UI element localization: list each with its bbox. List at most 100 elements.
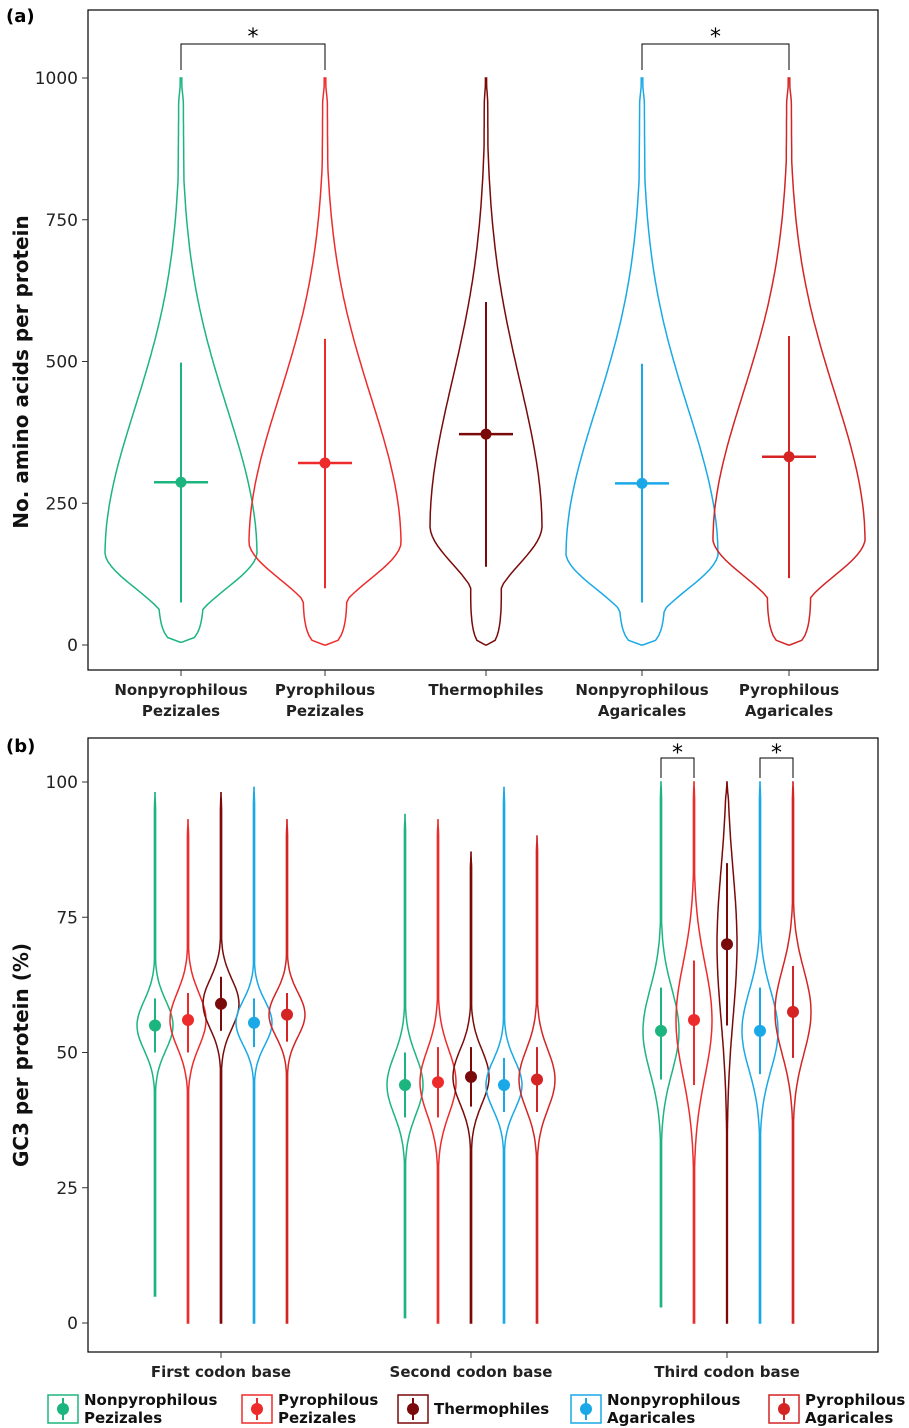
y-tick-label: 250 bbox=[46, 494, 78, 514]
y-tick-label: 50 bbox=[56, 1044, 78, 1064]
violin-3-group-1 bbox=[202, 792, 240, 1324]
median-point-1 bbox=[175, 476, 187, 488]
violin-3-group-2 bbox=[452, 851, 490, 1324]
violin-1-group-3 bbox=[642, 781, 680, 1308]
median-point-2 bbox=[319, 457, 331, 469]
x-category-label: Thermophiles bbox=[428, 681, 543, 699]
legend-key bbox=[47, 1394, 79, 1424]
panel-a-x-axis: Nonpyrophilous Pezizales Pyrophilous Peziza… bbox=[114, 670, 839, 720]
violin-5-group-2 bbox=[518, 835, 556, 1324]
significance-star: * bbox=[672, 741, 683, 766]
legend-label: Pezizales bbox=[84, 1409, 162, 1427]
panel-a-frame bbox=[87, 9, 879, 671]
median-point-5-group-1 bbox=[281, 1008, 293, 1021]
violin-4-group-3 bbox=[741, 781, 779, 1324]
x-category-label: Agaricales bbox=[598, 702, 686, 720]
panel-a-label: (a) bbox=[6, 6, 35, 27]
violin-2 bbox=[248, 77, 402, 646]
significance-bracket bbox=[759, 757, 794, 778]
legend-key-point bbox=[407, 1403, 419, 1415]
violin-1-group-1 bbox=[136, 792, 174, 1297]
median-point-4-group-1 bbox=[248, 1016, 260, 1029]
legend-label: Nonpyrophilous bbox=[84, 1391, 217, 1409]
legend-key bbox=[397, 1394, 429, 1424]
legend-key bbox=[768, 1394, 800, 1424]
significance-bracket bbox=[180, 43, 326, 70]
legend-label: Pyrophilous bbox=[278, 1391, 378, 1409]
violin-2-group-3 bbox=[675, 781, 713, 1324]
violin-4-group-1 bbox=[235, 786, 273, 1324]
legend: NonpyrophilousPezizalesPyrophilousPeziza… bbox=[47, 1391, 905, 1427]
y-tick-label: 1000 bbox=[35, 69, 78, 89]
panel-b-ylabel: GC3 per protein (%) bbox=[9, 943, 33, 1167]
panel-b-frame bbox=[87, 737, 879, 1353]
y-tick-label: 100 bbox=[46, 773, 78, 793]
panel-a-ylabel: No. amino acids per protein bbox=[9, 215, 33, 528]
y-tick-label: 75 bbox=[56, 908, 78, 928]
y-tick-label: 500 bbox=[46, 353, 78, 373]
median-point-1-group-1 bbox=[149, 1019, 161, 1032]
violin-3-group-3 bbox=[716, 781, 738, 1324]
x-category-label: Nonpyrophilous bbox=[575, 681, 708, 699]
median-point-2-group-2 bbox=[432, 1076, 444, 1089]
violin-2-group-2 bbox=[419, 819, 457, 1324]
x-category-label: Agaricales bbox=[745, 702, 833, 720]
panel-b-y-axis: 0 25 50 75 100 bbox=[46, 773, 88, 1334]
violin-5-group-3 bbox=[774, 781, 812, 1324]
legend-label: Agaricales bbox=[805, 1409, 893, 1427]
panel-a: (a) No. amino acids per protein 0 250 500 7… bbox=[6, 6, 879, 720]
x-category-label: Pezizales bbox=[286, 702, 364, 720]
legend-label: Pyrophilous bbox=[805, 1391, 905, 1409]
panel-a-y-axis: 0 250 500 750 1000 bbox=[35, 69, 88, 656]
x-group-label: Second codon base bbox=[390, 1363, 553, 1381]
significance-bracket bbox=[660, 757, 695, 778]
legend-label: Nonpyrophilous bbox=[607, 1391, 740, 1409]
median-point-2-group-3 bbox=[688, 1014, 700, 1027]
violin-4 bbox=[565, 77, 719, 646]
legend-label: Thermophiles bbox=[434, 1400, 549, 1418]
median-point-1-group-3 bbox=[655, 1024, 667, 1037]
x-category-label: Pyrophilous bbox=[739, 681, 839, 699]
x-group-label: First codon base bbox=[151, 1363, 291, 1381]
panel-a-significance: * * bbox=[180, 25, 790, 70]
violin-3 bbox=[429, 77, 543, 646]
panel-b-x-axis: First codon base Second codon base Third c… bbox=[151, 1352, 800, 1381]
median-point-2-group-1 bbox=[182, 1014, 194, 1027]
median-point-3-group-3 bbox=[721, 938, 733, 951]
x-category-label: Nonpyrophilous bbox=[114, 681, 247, 699]
y-tick-label: 750 bbox=[46, 211, 78, 231]
panel-b-violins bbox=[136, 781, 812, 1324]
panel-b-label: (b) bbox=[6, 736, 35, 757]
median-point-4-group-2 bbox=[498, 1078, 510, 1091]
violin-1 bbox=[104, 77, 258, 643]
legend-key-point bbox=[251, 1403, 263, 1415]
legend-key bbox=[570, 1394, 602, 1424]
x-group-label: Third codon base bbox=[654, 1363, 800, 1381]
median-point-3-group-1 bbox=[215, 997, 227, 1010]
violin-1-group-2 bbox=[386, 813, 424, 1319]
median-point-5-group-2 bbox=[531, 1073, 543, 1086]
y-tick-label: 0 bbox=[67, 636, 78, 656]
violin-5 bbox=[712, 77, 866, 646]
significance-star: * bbox=[710, 25, 721, 50]
legend-key bbox=[241, 1394, 273, 1424]
y-tick-label: 0 bbox=[67, 1314, 78, 1334]
violin-5-group-1 bbox=[268, 819, 306, 1324]
violin-4-group-2 bbox=[485, 786, 523, 1324]
median-point-3-group-2 bbox=[465, 1070, 477, 1083]
panel-a-violins bbox=[104, 77, 866, 646]
median-point-5 bbox=[783, 451, 795, 463]
median-point-4-group-3 bbox=[754, 1024, 766, 1037]
median-point-4 bbox=[636, 477, 648, 489]
legend-label: Agaricales bbox=[607, 1409, 695, 1427]
violin-2-group-1 bbox=[169, 819, 207, 1324]
median-point-3 bbox=[480, 428, 492, 440]
significance-star: * bbox=[771, 741, 782, 766]
legend-key-point bbox=[580, 1403, 592, 1415]
